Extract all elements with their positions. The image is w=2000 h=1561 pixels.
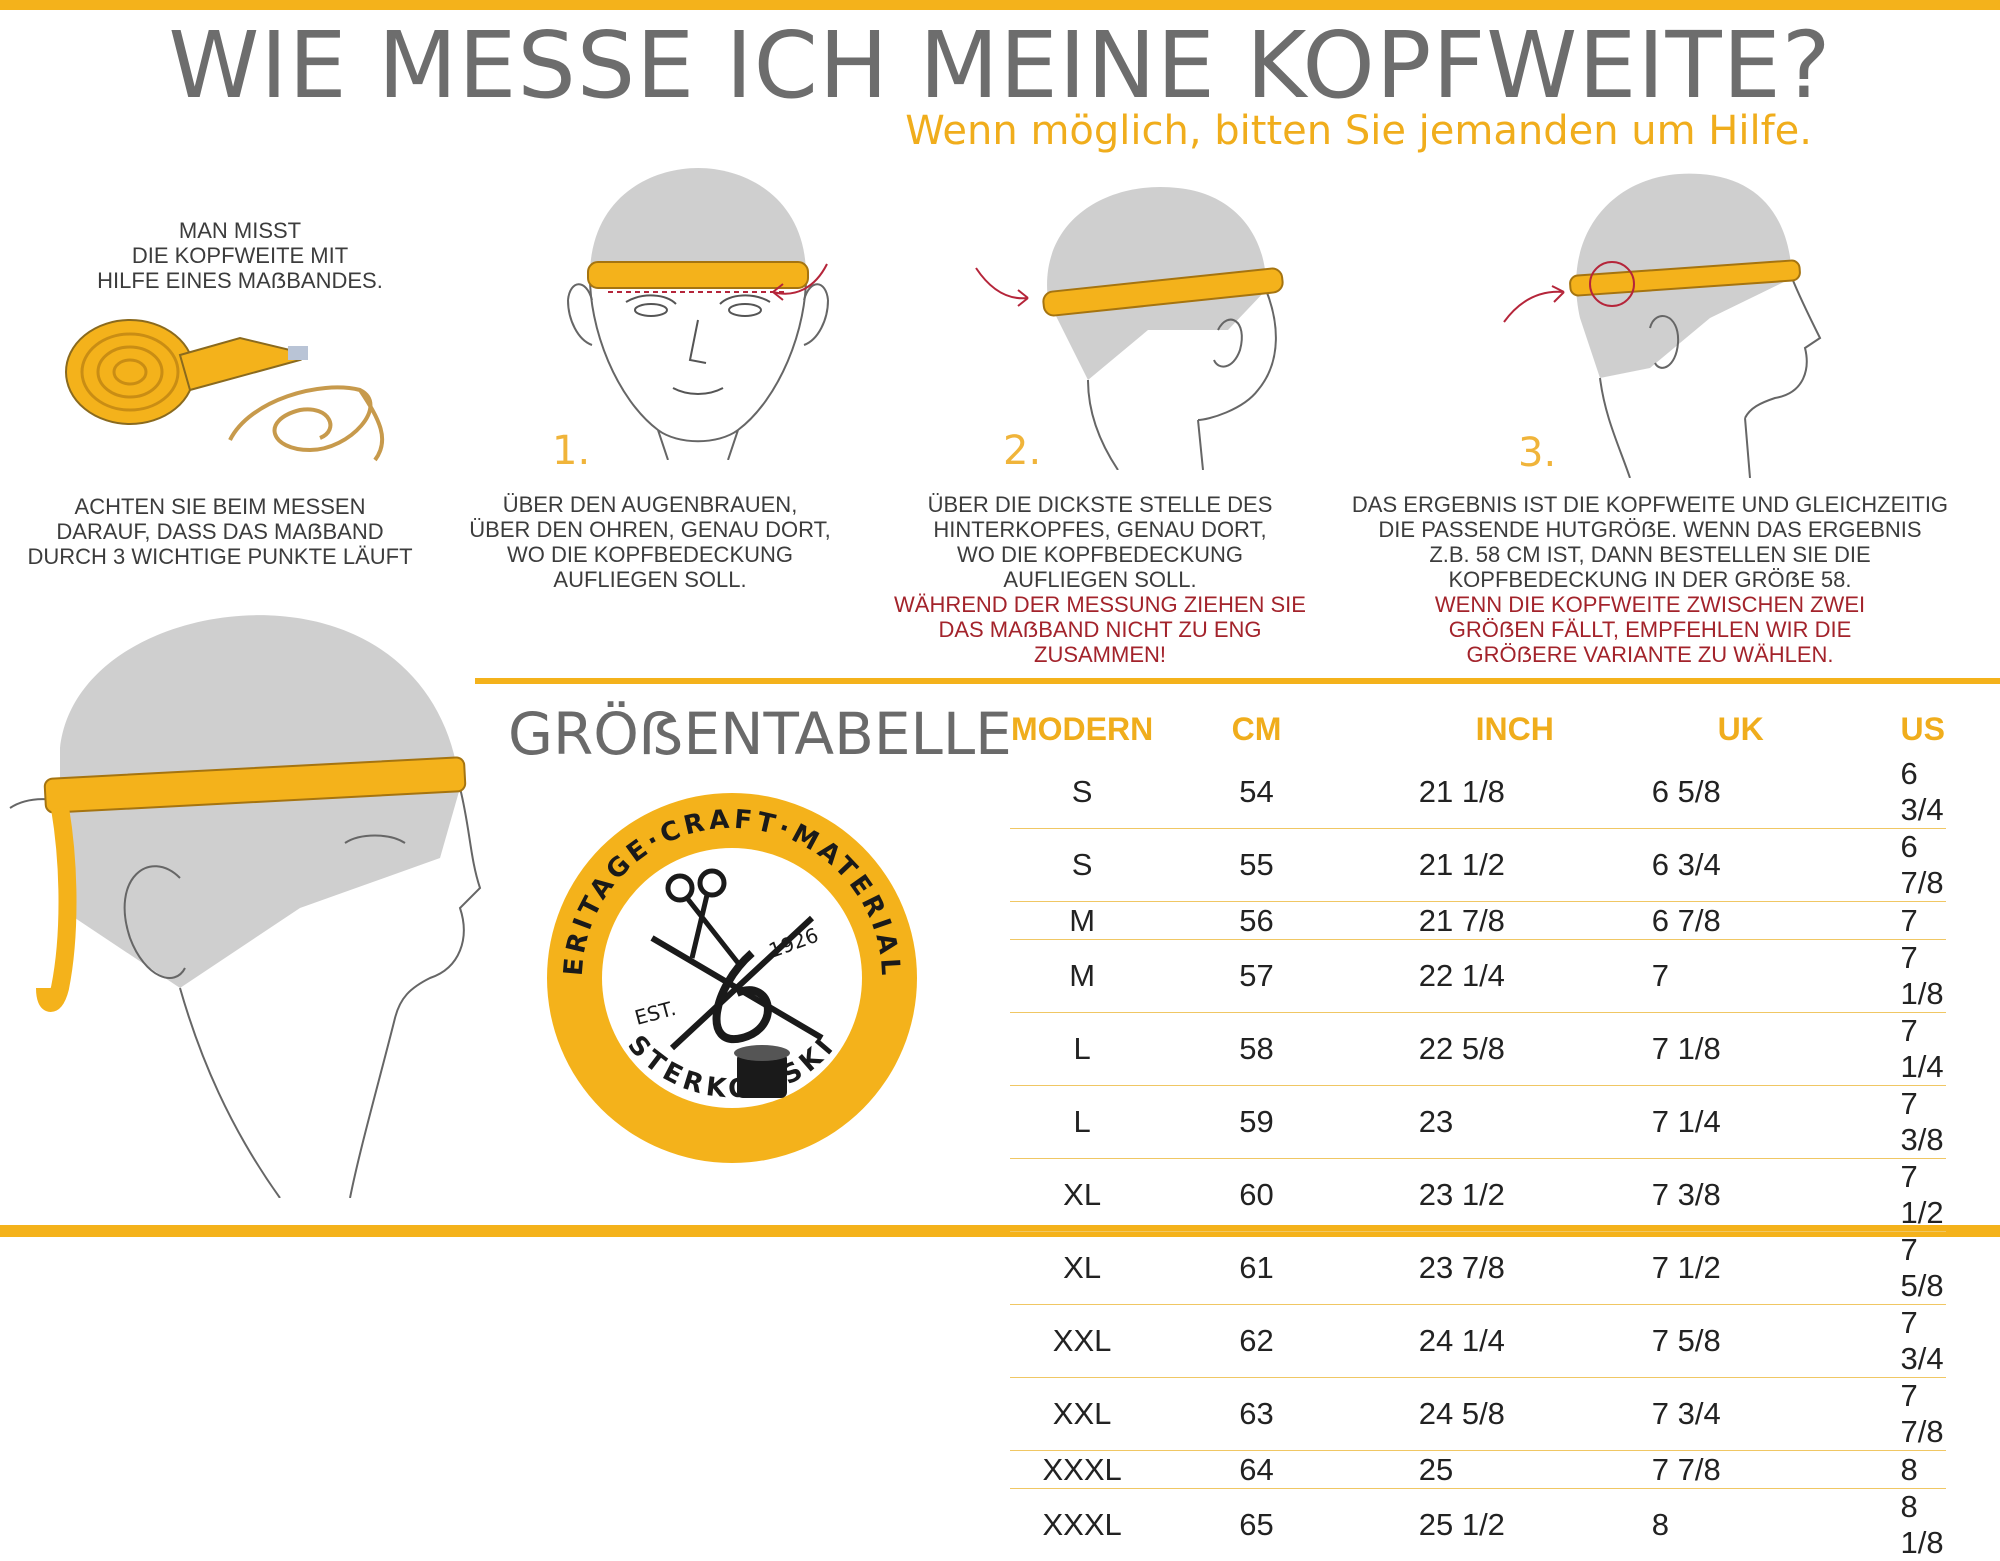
head-side-illustration [1560,168,1830,478]
step-1-text: ÜBER DEN AUGENBRAUEN, ÜBER DEN OHREN, GE… [450,492,850,592]
page-subtitle: Wenn möglich, bitten Sie jemanden um Hil… [905,108,1812,154]
size-table-title: GRÖẞENTABELLE [508,700,1012,768]
head-front-illustration [548,160,848,460]
step-3-number: 3. [1518,430,1556,476]
column-header-uk: UK [1612,702,1831,756]
measuring-tape-illustration [60,310,400,480]
head-back-illustration [1028,180,1298,470]
step-1-number: 1. [552,428,590,474]
intro-bottom-text: ACHTEN SIE BEIM MESSEN DARAUF, DASS DAS … [10,494,430,569]
step-3-text: DAS ERGEBNIS IST DIE KOPFWEITE UND GLEIC… [1320,492,1980,667]
column-header-modern: MODERN [1010,702,1154,756]
table-header-row: MODERN CM INCH UK US [1010,702,1946,756]
page-title: WIE MESSE ICH MEINE KOPFWEITE? [0,12,2000,119]
intro-top-text: MAN MISST DIE KOPFWEITE MIT HILFE EINES … [60,218,420,293]
thread-spool-icon [734,1045,790,1098]
head-profile-illustration [0,608,490,1198]
column-header-us: US [1831,702,1946,756]
column-header-inch: INCH [1359,702,1612,756]
step-2-number: 2. [1003,428,1041,474]
top-accent-bar [0,0,2000,10]
section-divider [475,678,2000,684]
column-header-cm: CM [1154,702,1359,756]
arrow-icon [972,262,1034,312]
arrow-icon [765,258,835,308]
step-2-text: ÜBER DIE DICKSTE STELLE DES HINTERKOPFES… [880,492,1320,667]
arrow-icon [1500,280,1570,330]
